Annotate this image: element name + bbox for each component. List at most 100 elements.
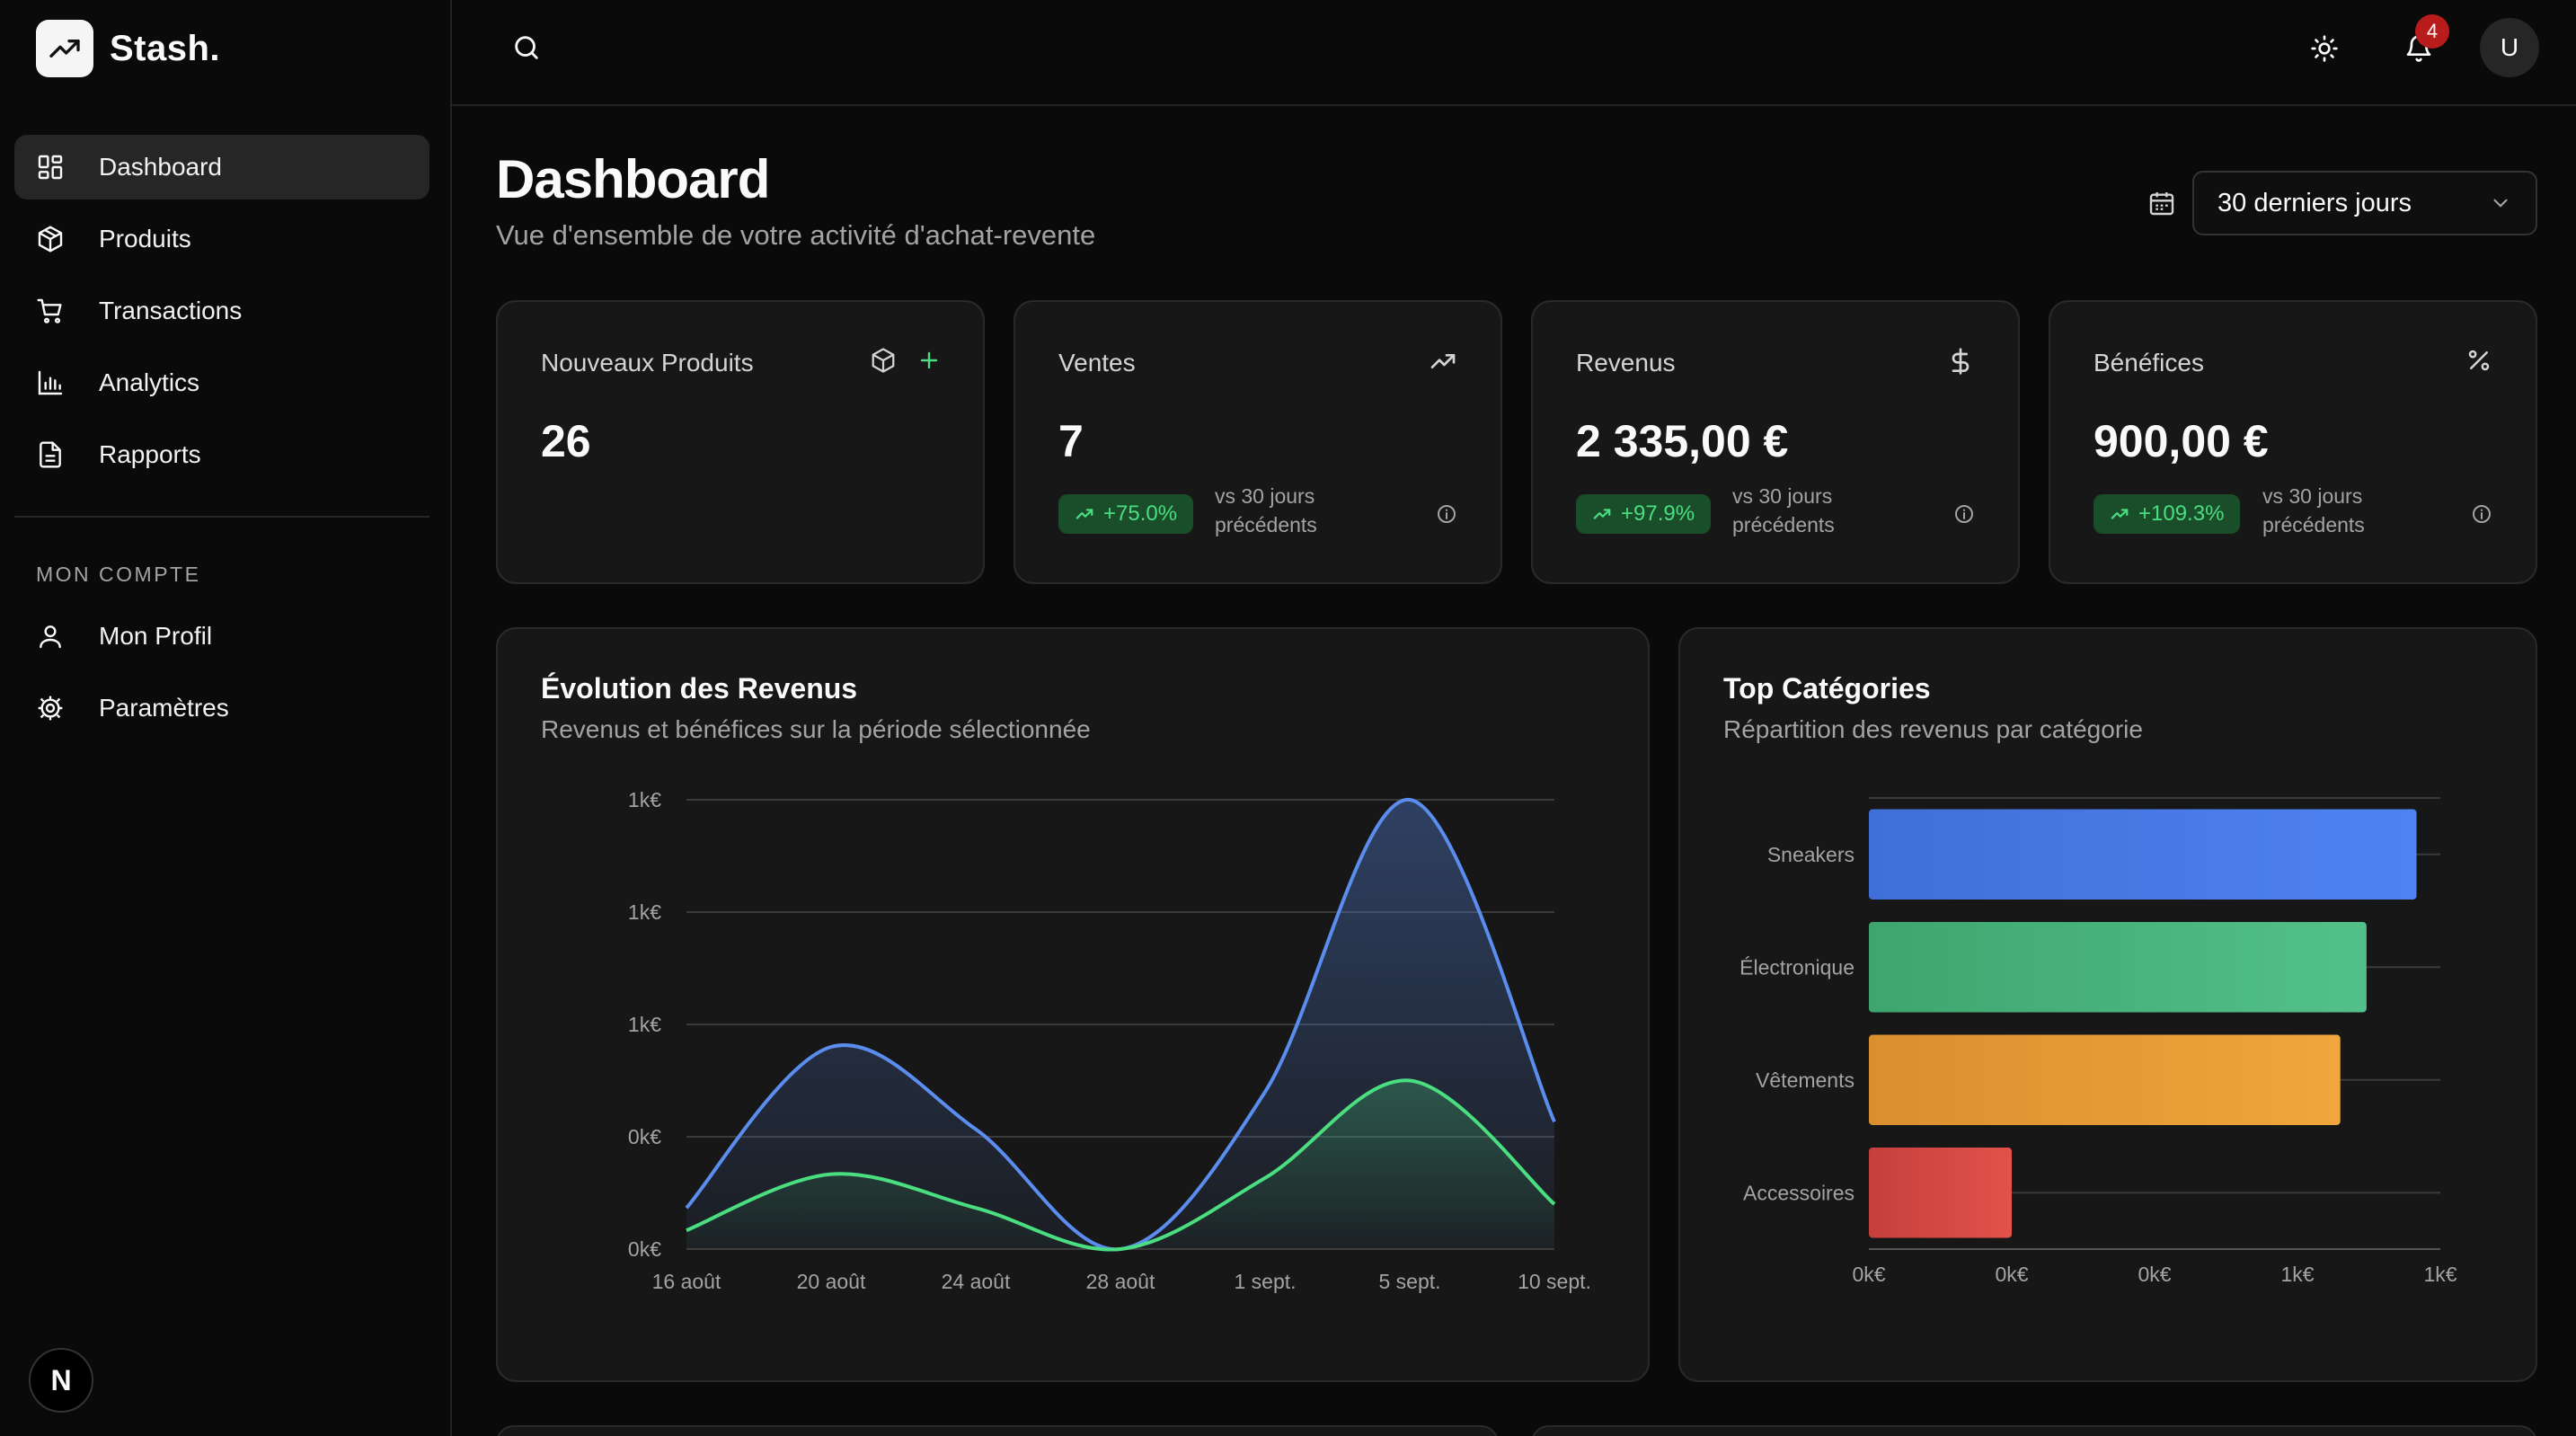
sidebar-item-transactions[interactable]: Transactions — [14, 279, 429, 343]
page-subtitle: Vue d'ensemble de votre activité d'achat… — [496, 219, 1096, 251]
topbar: 4 U — [452, 0, 2576, 106]
x-tick-label: 1 sept. — [1234, 1270, 1296, 1293]
categories-chart-card: Top Catégories Répartition des revenus p… — [1678, 627, 2537, 1382]
avatar[interactable]: U — [2480, 18, 2539, 77]
category-label: Électronique — [1739, 955, 1855, 979]
user-icon — [40, 625, 61, 649]
kpi-value: 2 335,00 € — [1576, 416, 1789, 466]
trend-value: +97.9% — [1621, 501, 1695, 526]
chart-subtitle: Répartition des revenus par catégorie — [1723, 715, 2143, 743]
date-range-select[interactable]: 30 derniers jours — [2192, 171, 2537, 235]
sidebar-item-rapports[interactable]: Rapports — [14, 422, 429, 487]
sidebar-item-analytics[interactable]: Analytics — [14, 350, 429, 415]
kpi-card-nouveaux-produits: Nouveaux Produits 26 — [496, 300, 985, 584]
comparison-text: vs 30 jours précédents — [1215, 484, 1317, 536]
bar-chart-icon — [38, 370, 63, 395]
dashboard-icon — [38, 155, 63, 180]
trending-up-icon — [1593, 509, 1611, 519]
kpi-value: 26 — [541, 416, 591, 466]
file-icon — [40, 441, 61, 468]
x-tick-label: 24 août — [942, 1270, 1011, 1293]
chart-subtitle: Revenus et bénéfices sur la période séle… — [541, 715, 1091, 743]
package-icon — [38, 226, 63, 253]
settings-icon — [38, 696, 63, 721]
comparison-text: vs 30 jours précédents — [1732, 484, 1835, 536]
bar-0[interactable] — [1869, 809, 2417, 900]
calendar-icon — [2147, 189, 2176, 222]
bar-3[interactable] — [1869, 1148, 2012, 1238]
kpi-card-benefices: Bénéfices 900,00 € +109.3% vs 30 jours p… — [2049, 300, 2537, 584]
cart-icon — [37, 298, 62, 324]
framework-badge[interactable]: N — [29, 1348, 93, 1413]
bar-1[interactable] — [1869, 922, 2367, 1013]
info-icon[interactable] — [1436, 503, 1457, 529]
sidebar: Stash. Dashboard Produits Transactions A… — [0, 0, 452, 1436]
notification-count-badge: 4 — [2415, 14, 2449, 49]
sun-icon — [2311, 35, 2338, 62]
x-tick-label: 0k€ — [1852, 1263, 1885, 1286]
bar-2[interactable] — [1869, 1034, 2341, 1125]
x-tick-label: 10 sept. — [1518, 1270, 1591, 1293]
series-line-revenus[interactable] — [685, 797, 1556, 1252]
chart-title: Évolution des Revenus — [541, 672, 858, 705]
y-tick-label: 1k€ — [628, 900, 661, 924]
x-tick-label: 28 août — [1086, 1270, 1155, 1293]
sidebar-item-parametres[interactable]: Paramètres — [14, 676, 429, 740]
series-area-bénéfices — [686, 1080, 1554, 1250]
sidebar-item-produits[interactable]: Produits — [14, 207, 429, 271]
category-label: Sneakers — [1767, 843, 1855, 866]
trending-up-icon — [1076, 509, 1093, 519]
brand[interactable]: Stash. — [36, 20, 220, 77]
kpi-value: 7 — [1058, 416, 1084, 466]
main-nav: Dashboard Produits Transactions Analytic… — [14, 135, 429, 494]
sidebar-item-dashboard[interactable]: Dashboard — [14, 135, 429, 199]
chevron-down-icon — [2493, 199, 2508, 208]
sidebar-item-profil[interactable]: Mon Profil — [14, 604, 429, 669]
kpi-label: Ventes — [1058, 349, 1136, 377]
kpi-card-revenus: Revenus 2 335,00 € +97.9% vs 30 jours pr… — [1531, 300, 2020, 584]
sidebar-item-label: Rapports — [99, 440, 201, 468]
theme-toggle-button[interactable] — [2303, 27, 2346, 70]
chart-title: Top Catégories — [1723, 672, 1931, 705]
x-tick-label: 0k€ — [1995, 1263, 2028, 1286]
series-line-bénéfices[interactable] — [686, 1078, 1556, 1252]
x-tick-label: 1k€ — [2280, 1263, 2314, 1286]
account-nav: Mon Profil Paramètres — [14, 604, 429, 748]
y-tick-label: 0k€ — [628, 1125, 661, 1148]
trend-badge: +97.9% — [1576, 494, 1712, 534]
trending-up-icon — [2111, 509, 2129, 519]
y-tick-label: 1k€ — [628, 1013, 661, 1036]
bottom-card-left — [496, 1425, 1499, 1436]
revenue-area-chart[interactable]: 1k€ 1k€ 1k€ 0k€ 0k€ 16 août 20 août 24 août 28 a… — [498, 629, 1651, 1384]
info-icon[interactable] — [2471, 503, 2492, 529]
trending-up-icon — [1430, 354, 1456, 368]
kpi-label: Revenus — [1576, 349, 1676, 377]
bottom-card-right — [1531, 1425, 2537, 1436]
page-title: Dashboard — [496, 149, 770, 209]
brand-name: Stash. — [110, 28, 221, 68]
sidebar-item-label: Analytics — [99, 368, 200, 396]
y-tick-label: 1k€ — [628, 788, 661, 811]
kpi-value: 900,00 € — [2094, 416, 2269, 466]
trending-up-logo-icon — [36, 20, 93, 77]
revenue-chart-card: Évolution des Revenus Revenus et bénéfic… — [496, 627, 1650, 1382]
notifications-button[interactable]: 4 — [2397, 14, 2449, 70]
sidebar-divider — [14, 516, 429, 518]
account-section-title: MON COMPTE — [36, 563, 201, 586]
info-icon[interactable] — [1953, 503, 1975, 529]
sidebar-item-label: Mon Profil — [99, 622, 213, 650]
search-button[interactable] — [511, 32, 542, 67]
category-label: Vêtements — [1756, 1068, 1855, 1092]
trend-value: +75.0% — [1103, 501, 1178, 526]
category-label: Accessoires — [1743, 1181, 1855, 1204]
sidebar-item-label: Dashboard — [99, 153, 222, 181]
trend-badge: +109.3% — [2094, 494, 2241, 534]
categories-bar-chart[interactable]: Sneakers Électronique Vêtements Accessoires… — [1680, 629, 2539, 1384]
kpi-card-ventes: Ventes 7 +75.0% vs 30 jours précédents — [1014, 300, 1502, 584]
x-tick-label: 0k€ — [2138, 1263, 2171, 1286]
trend-value: +109.3% — [2138, 501, 2225, 526]
package-icon — [872, 348, 895, 373]
kpi-label: Bénéfices — [2094, 349, 2204, 377]
x-tick-label: 1k€ — [2423, 1263, 2456, 1286]
plus-icon — [920, 351, 938, 369]
